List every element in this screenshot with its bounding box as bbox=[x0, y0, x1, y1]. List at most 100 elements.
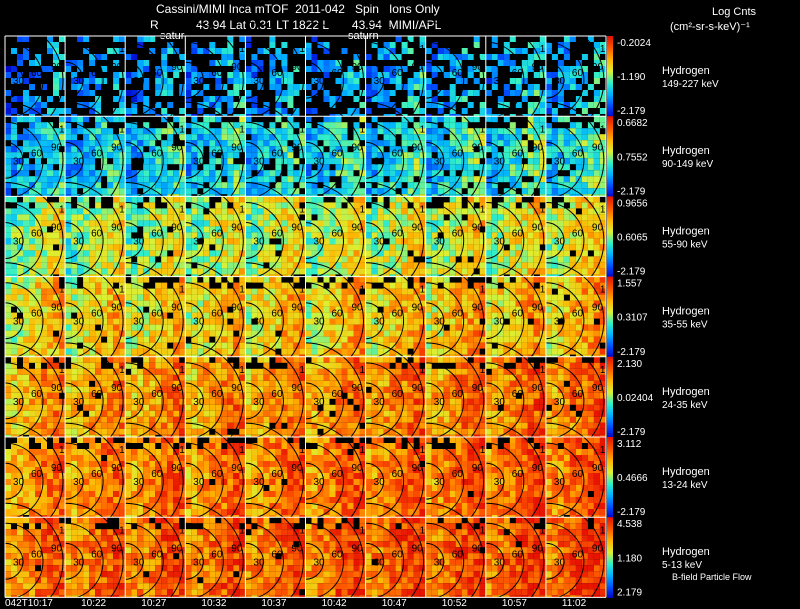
heatmap-pixel bbox=[11, 96, 17, 102]
heatmap-pixel bbox=[239, 354, 246, 357]
heatmap-pixel bbox=[95, 226, 102, 233]
heatmap-pixel bbox=[257, 348, 264, 355]
heatmap-pixel bbox=[95, 262, 102, 269]
heatmap-pixel bbox=[191, 66, 198, 72]
heatmap-pixel bbox=[341, 256, 348, 263]
heatmap-pixel bbox=[35, 102, 41, 108]
colorbar-segment bbox=[607, 232, 613, 235]
heatmap-pixel bbox=[143, 312, 150, 319]
heatmap-pixel bbox=[437, 66, 444, 72]
heatmap-pixel bbox=[125, 330, 132, 337]
heatmap-pixel bbox=[317, 188, 324, 195]
heatmap-pixel bbox=[173, 312, 180, 319]
colorbar-segment bbox=[607, 112, 613, 115]
heatmap-pixel bbox=[203, 102, 210, 108]
heatmap-pixel bbox=[449, 108, 456, 114]
heatmap-pixel bbox=[155, 348, 162, 355]
heatmap-pixel bbox=[413, 158, 420, 165]
heatmap-pixel bbox=[509, 268, 516, 275]
heatmap-pixel bbox=[503, 134, 510, 141]
colorbar-segment bbox=[607, 36, 613, 39]
heatmap-pixel bbox=[209, 194, 216, 197]
heatmap-pixel bbox=[353, 324, 360, 331]
heatmap-pixel bbox=[125, 226, 132, 233]
heatmap-pixel bbox=[77, 226, 84, 233]
heatmap-pixel bbox=[359, 214, 366, 221]
heatmap-pixel bbox=[125, 288, 132, 295]
heatmap-pixel bbox=[539, 238, 546, 245]
heatmap-pixel bbox=[329, 324, 336, 331]
heatmap-pixel bbox=[503, 268, 510, 275]
heatmap-pixel bbox=[323, 116, 330, 123]
colorbar-segment bbox=[607, 84, 613, 87]
heatmap-pixel bbox=[389, 226, 396, 233]
heatmap-pixel bbox=[77, 146, 84, 153]
heatmap-pixel bbox=[593, 102, 600, 108]
heatmap-pixel bbox=[389, 128, 396, 135]
heatmap-pixel bbox=[119, 196, 126, 203]
heatmap-pixel bbox=[587, 232, 594, 239]
heatmap-pixel bbox=[23, 276, 29, 283]
heatmap-pixel bbox=[209, 288, 216, 295]
heatmap-pixel bbox=[407, 312, 414, 319]
heatmap-pixel bbox=[89, 226, 96, 233]
heatmap-pixel bbox=[245, 268, 252, 275]
heatmap-pixel bbox=[179, 262, 186, 269]
heatmap-pixel bbox=[449, 128, 456, 135]
heatmap-pixel bbox=[365, 282, 372, 289]
heatmap-pixel bbox=[167, 84, 174, 90]
heatmap-pixel bbox=[65, 194, 72, 197]
heatmap-pixel bbox=[155, 312, 162, 319]
heatmap-pixel bbox=[167, 288, 174, 295]
heatmap-pixel bbox=[353, 300, 360, 307]
heatmap-pixel bbox=[581, 176, 588, 183]
contour-arc bbox=[185, 302, 204, 340]
heatmap-pixel bbox=[83, 134, 90, 141]
heatmap-pixel bbox=[323, 214, 330, 221]
heatmap-pixel bbox=[443, 164, 450, 171]
heatmap-pixel bbox=[323, 232, 330, 239]
contour-arc bbox=[545, 202, 585, 280]
heatmap-pixel bbox=[419, 36, 426, 42]
heatmap-pixel bbox=[593, 238, 600, 245]
heatmap-pixel bbox=[575, 268, 582, 275]
heatmap-pixel bbox=[539, 214, 546, 221]
heatmap-pixel bbox=[191, 214, 198, 221]
heatmap-pixel bbox=[209, 188, 216, 195]
heatmap-pixel bbox=[263, 214, 270, 221]
heatmap-pixel bbox=[89, 262, 96, 269]
heatmap-pixel bbox=[107, 238, 114, 245]
heatmap-pixel bbox=[101, 330, 108, 337]
heatmap-pixel bbox=[131, 96, 138, 102]
heatmap-pixel bbox=[71, 170, 78, 177]
heatmap-pixel bbox=[341, 164, 348, 171]
heatmap-pixel bbox=[161, 54, 168, 60]
heatmap-pixel bbox=[587, 122, 594, 129]
heatmap-pixel bbox=[23, 158, 29, 165]
contour-label: 30 bbox=[193, 237, 205, 248]
heatmap-pixel bbox=[89, 318, 96, 325]
heatmap-pixel bbox=[569, 72, 576, 78]
heatmap-pixel bbox=[113, 208, 120, 215]
heatmap-pixel bbox=[323, 134, 330, 141]
heatmap-pixel bbox=[425, 102, 432, 108]
heatmap-pixel bbox=[383, 102, 390, 108]
colorbar-segment bbox=[607, 62, 613, 65]
heatmap-pixel bbox=[563, 164, 570, 171]
heatmap-pixel bbox=[53, 256, 59, 263]
heatmap-pixel bbox=[293, 256, 300, 263]
heatmap-pixel bbox=[461, 128, 468, 135]
heatmap-pixel bbox=[497, 54, 504, 60]
heatmap-pixel bbox=[293, 336, 300, 343]
heatmap-pixel bbox=[287, 262, 294, 269]
heatmap-pixel bbox=[539, 102, 546, 108]
heatmap-pixel bbox=[185, 330, 192, 337]
heatmap-pixel bbox=[467, 202, 474, 209]
heatmap-pixel bbox=[47, 36, 53, 42]
colorbar-segment bbox=[607, 238, 613, 241]
heatmap-pixel bbox=[137, 140, 144, 147]
heatmap-pixel bbox=[179, 158, 186, 165]
heatmap-pixel bbox=[449, 268, 456, 275]
heatmap-pixel bbox=[41, 102, 47, 108]
heatmap-pixel bbox=[83, 256, 90, 263]
